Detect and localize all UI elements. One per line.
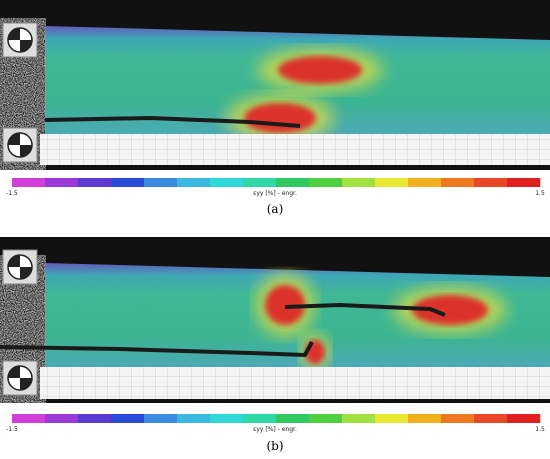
colorbar-segment <box>408 414 442 423</box>
colorbar-min: -1.5 <box>6 190 18 197</box>
colorbar-segment <box>375 414 409 423</box>
colorbar-segment <box>507 178 541 187</box>
colorbar-segment <box>210 178 244 187</box>
colorbar-segment <box>111 178 145 187</box>
colorbar-segment <box>177 414 211 423</box>
colorbar-segment <box>474 178 508 187</box>
panels <box>0 0 550 403</box>
target-marker-quadrant <box>20 145 32 157</box>
colorbar-segment <box>441 414 475 423</box>
colorbar-segment <box>243 414 277 423</box>
grid-strip <box>40 367 550 399</box>
strain-hotspot <box>244 103 316 133</box>
colorbar-segment <box>177 178 211 187</box>
colorbar-segment <box>276 414 310 423</box>
crack <box>44 115 301 128</box>
target-marker-quadrant <box>8 255 20 267</box>
grid-strip <box>40 134 550 165</box>
colorbar-segment <box>309 414 343 423</box>
colorbar-segment <box>45 178 79 187</box>
crack <box>284 302 446 317</box>
colorbar-segment <box>210 414 244 423</box>
strain-hotspot <box>278 56 362 84</box>
strain-hotspot <box>412 295 488 325</box>
colorbar-title: εyy [%] - engr. <box>253 426 297 433</box>
colorbar-segment <box>375 178 409 187</box>
colorbar-title: εyy [%] - engr. <box>253 190 297 197</box>
colorbar-segment <box>111 414 145 423</box>
colorbar-segment <box>507 414 541 423</box>
colorbar-segment <box>12 414 46 423</box>
colorbar-min: -1.5 <box>6 426 18 433</box>
colorbar-segment <box>408 178 442 187</box>
target-marker-quadrant <box>8 133 20 145</box>
colorbar-segment <box>309 178 343 187</box>
colorbar-segment <box>243 178 277 187</box>
colorbar-segment <box>474 414 508 423</box>
colorbar-segment <box>342 178 376 187</box>
colorbar-segment <box>144 178 178 187</box>
panel-label: (a) <box>267 202 284 216</box>
target-marker-quadrant <box>20 267 32 279</box>
colorbar-segment <box>78 178 112 187</box>
colorbar-segment <box>441 178 475 187</box>
panel <box>0 237 550 403</box>
colorbar-segment <box>45 414 79 423</box>
target-marker-quadrant <box>20 378 32 390</box>
colorbar-segment <box>12 178 46 187</box>
colorbar-max: 1.5 <box>535 426 545 433</box>
colorbar-segment <box>342 414 376 423</box>
target-marker-quadrant <box>20 40 32 52</box>
crack <box>0 341 314 358</box>
target-marker-quadrant <box>8 366 20 378</box>
colorbar-max: 1.5 <box>535 190 545 197</box>
panel <box>0 0 550 170</box>
colorbar-segment <box>78 414 112 423</box>
colorbar-segment <box>276 178 310 187</box>
target-marker-quadrant <box>8 28 20 40</box>
panel-label: (b) <box>266 439 283 453</box>
colorbar-segment <box>144 414 178 423</box>
